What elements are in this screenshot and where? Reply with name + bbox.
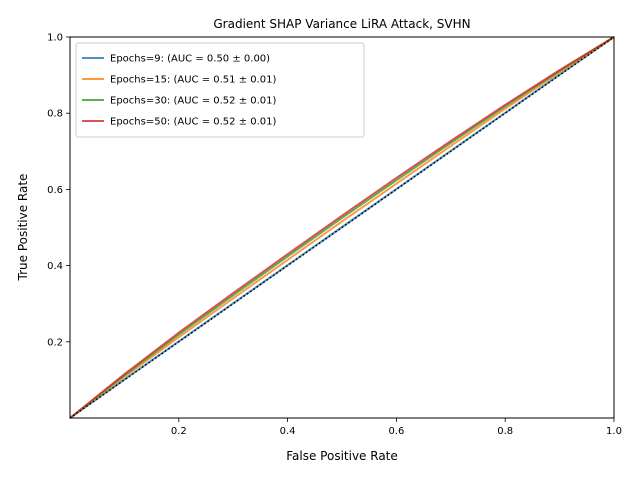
legend: Epochs=9: (AUC = 0.50 ± 0.00) Epochs=15: … [75, 42, 365, 138]
y-tick-label: 0.4 [47, 261, 63, 272]
y-tick-label: 0.6 [47, 185, 63, 196]
x-tick-label: 0.2 [171, 426, 187, 437]
y-tick-label: 1.0 [47, 33, 63, 44]
series-line-3 [69, 36, 615, 419]
x-tick-label: 0.8 [497, 426, 513, 437]
x-axis-title: False Positive Rate [286, 449, 398, 463]
y-tick-label: 0.8 [47, 109, 63, 120]
chance-diagonal-line [69, 36, 615, 419]
plot-lines [69, 36, 615, 419]
y-axis-title: True Positive Rate [16, 174, 30, 282]
x-tick-label: 0.4 [280, 426, 296, 437]
chart-title: Gradient SHAP Variance LiRA Attack, SVHN [213, 17, 470, 31]
legend-label-3: Epochs=50: (AUC = 0.52 ± 0.01) [110, 117, 277, 128]
x-axis-ticks: 0.2 0.4 0.6 0.8 1.0 [171, 418, 622, 437]
legend-label-1: Epochs=15: (AUC = 0.51 ± 0.01) [110, 75, 277, 86]
y-axis-ticks: 0.2 0.4 0.6 0.8 1.0 [47, 33, 70, 348]
series-line-2 [69, 36, 615, 419]
legend-label-0: Epochs=9: (AUC = 0.50 ± 0.00) [110, 54, 270, 65]
series-line-1 [69, 36, 615, 419]
x-tick-label: 1.0 [606, 426, 622, 437]
legend-box [75, 42, 365, 138]
x-tick-label: 0.6 [388, 426, 404, 437]
y-tick-label: 0.2 [47, 337, 63, 348]
legend-label-2: Epochs=30: (AUC = 0.52 ± 0.01) [110, 96, 277, 107]
plot-frame [69, 36, 615, 419]
